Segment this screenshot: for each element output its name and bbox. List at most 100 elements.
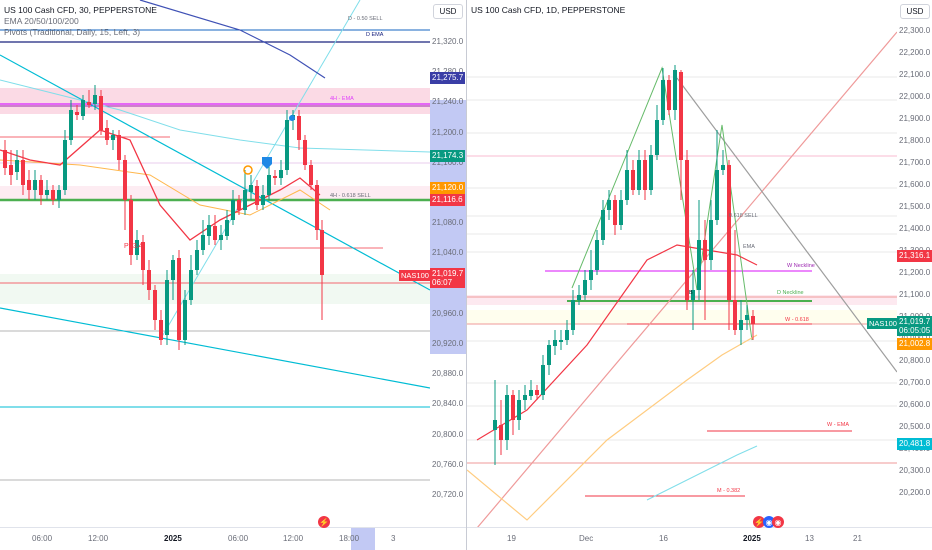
demand-zone [0, 274, 430, 304]
resistance-zone [0, 88, 430, 114]
left-chart-title[interactable]: US 100 Cash CFD, 30, PEPPERSTONE [4, 5, 157, 15]
left-ticks-tick: 20,720.0 [432, 490, 464, 499]
right-ticks-tick: 21,500.0 [899, 202, 931, 211]
right-time-tick-5: 21 [853, 534, 862, 543]
right-candle-body [577, 295, 581, 300]
right-ticks-tick: 22,100.0 [899, 70, 931, 79]
left-candle-body [63, 140, 67, 190]
left-indicator-ema[interactable]: EMA 20/50/100/200 [4, 16, 79, 26]
right-price-axis[interactable]: USD 22,300.0 22,200.0 22,100.0 22,000.0 21,9… [897, 0, 932, 528]
left-price-value: 21,019.7 [432, 269, 464, 278]
right-candle-body [583, 280, 587, 295]
left-candle-body [45, 190, 49, 195]
right-time-axis[interactable]: 19 Dec 16 2025 13 21 [467, 527, 932, 550]
right-candle-body [661, 80, 665, 120]
right-price-tag: 21,019.7 06:05:05 [897, 316, 932, 336]
ann-w-0618: W - 0.618 [785, 317, 809, 323]
left-candle-body [69, 110, 73, 140]
right-chart-pane[interactable]: US 100 Cash CFD, 1D, PEPPERSTONE W Neckl… [466, 0, 932, 550]
right-chart-canvas[interactable] [467, 0, 897, 528]
ema-20 [0, 129, 321, 241]
right-candle-body [595, 240, 599, 270]
left-candle-body [75, 112, 79, 115]
right-tag-level3: 20,481.8 [897, 438, 932, 450]
right-candle-body [751, 316, 755, 324]
left-price-axis[interactable]: USD 21,320.0 21,280.0 21,240.0 21,200.0 21,1… [430, 0, 466, 528]
right-candle-body [631, 170, 635, 190]
left-axis-highlight [430, 100, 466, 354]
right-candle-body [523, 395, 527, 400]
left-candle-body [273, 176, 277, 178]
left-candle-body [309, 165, 313, 185]
right-candle-body [673, 70, 677, 110]
right-ticks-tick: 21,700.0 [899, 158, 931, 167]
left-candle-body [225, 220, 229, 236]
left-indicator-pivots[interactable]: Pivots (Traditional, Daily, 15, Left, 3) [4, 27, 141, 37]
left-ticks-tick: 20,840.0 [432, 399, 464, 409]
left-candle-body [249, 185, 253, 192]
left-candle-body [3, 150, 7, 168]
ema-50 [0, 159, 331, 216]
left-candle-body [135, 240, 139, 255]
right-candle-body [541, 365, 545, 395]
ann-b: B [689, 290, 693, 296]
left-symbol-tag: NAS100 [399, 270, 431, 281]
right-symbol-tag: NAS100 [867, 318, 899, 329]
right-ticks-tick: 20,800.0 [899, 356, 931, 365]
right-time-tick-1: Dec [579, 534, 594, 543]
right-currency-button[interactable]: USD [900, 4, 930, 19]
left-currency-button[interactable]: USD [433, 4, 463, 19]
left-candle-body [231, 200, 235, 220]
left-ticks-tick: 21,040.0 [432, 248, 464, 258]
right-ticks-tick: 21,200.0 [899, 268, 931, 277]
left-candle-body [243, 190, 247, 210]
marker-icon [289, 115, 295, 121]
right-candle-body [643, 160, 647, 190]
left-time-axis[interactable]: 06:00 12:00 2025 06:00 12:00 18:00 3 [0, 527, 466, 550]
left-candle-body [87, 102, 91, 105]
left-time-tick-5: 18:00 [339, 534, 360, 543]
left-ticks-tick: 20,880.0 [432, 369, 464, 379]
left-ticks-tick: 20,760.0 [432, 459, 464, 469]
right-candle-body [685, 160, 689, 300]
lightning-icon[interactable]: ⚡ [318, 516, 330, 528]
left-time-tick-4: 12:00 [283, 534, 304, 543]
right-candle-body [703, 240, 707, 260]
left-ticks-tick: 21,160.0 [432, 157, 464, 167]
ann-d-050-sell: D - 0.50 SELL [348, 16, 383, 22]
right-time-tick-2: 16 [659, 534, 668, 543]
left-candle-body [237, 200, 241, 210]
flag-icon[interactable]: ◉ [772, 516, 784, 528]
down-arrow-icon [262, 157, 272, 169]
left-candle-body [39, 180, 43, 195]
left-candle-body [147, 270, 151, 290]
right-candle-body [505, 395, 509, 440]
right-candle-body [529, 390, 533, 396]
left-candle-body [159, 320, 163, 340]
left-candle-body [117, 135, 121, 160]
left-candle-body [315, 185, 319, 230]
right-candle-body [499, 425, 503, 440]
right-candle-body [697, 240, 701, 290]
ann-pivot-p: P (3.4) [124, 243, 145, 250]
left-candle-body [171, 260, 175, 280]
right-time-tick-0: 19 [507, 534, 516, 543]
left-chart-pane[interactable]: US 100 Cash CFD, 30, PEPPERSTONE EMA 20/… [0, 0, 466, 550]
right-chart-title[interactable]: US 100 Cash CFD, 1D, PEPPERSTONE [471, 5, 626, 15]
left-ticks-tick: 21,240.0 [432, 97, 464, 107]
right-candle-body [559, 340, 563, 342]
left-candle-body [219, 235, 223, 240]
left-time-tick-3: 06:00 [228, 534, 249, 543]
ann-w-neckline: W Neckline [787, 263, 815, 269]
left-candle-body [320, 230, 324, 275]
left-chart-canvas[interactable] [0, 0, 430, 528]
right-candle-body [679, 72, 683, 160]
left-ticks-tick: 20,960.0 [432, 308, 464, 318]
right-candle-body [745, 315, 749, 320]
right-ticks-tick: 22,000.0 [899, 92, 931, 101]
left-candle-body [51, 190, 55, 200]
ema-orange [467, 334, 758, 521]
right-candle-body [571, 300, 575, 330]
lightning-icon[interactable]: ⚡ [753, 516, 765, 528]
left-ticks-tick: 21,320.0 [432, 37, 464, 46]
